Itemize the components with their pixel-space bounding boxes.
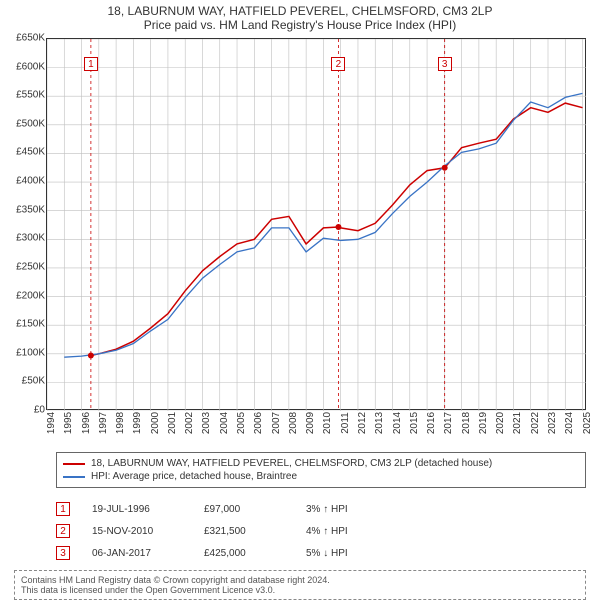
x-tick-label: 2014 xyxy=(392,412,403,434)
x-axis: 1994 1995 1996 1997 1998 1999 2000 2001 2002 2003… xyxy=(46,409,586,445)
x-tick-label: 2012 xyxy=(357,412,368,434)
x-tick-label: 2005 xyxy=(236,412,247,434)
x-tick-label: 2023 xyxy=(547,412,558,434)
y-tick-label: £200K xyxy=(3,290,45,301)
y-axis: £0£50K£100K£150K£200K£250K£300K£350K£400… xyxy=(3,38,47,412)
event-delta: 4% ↑ HPI xyxy=(306,526,396,537)
legend-item: 18, LABURNUM WAY, HATFIELD PEVEREL, CHEL… xyxy=(63,457,579,470)
event-delta: 3% ↑ HPI xyxy=(306,504,396,515)
event-price: £97,000 xyxy=(204,504,284,515)
event-date: 15-NOV-2010 xyxy=(92,526,182,537)
y-tick-label: £100K xyxy=(3,347,45,358)
y-tick-label: £50K xyxy=(3,376,45,387)
x-tick-label: 2019 xyxy=(478,412,489,434)
legend: 18, LABURNUM WAY, HATFIELD PEVEREL, CHEL… xyxy=(56,452,586,488)
y-tick-label: £400K xyxy=(3,176,45,187)
event-number-box: 3 xyxy=(56,546,70,560)
x-tick-label: 2015 xyxy=(409,412,420,434)
x-tick-label: 2002 xyxy=(184,412,195,434)
attribution-line2: This data is licensed under the Open Gov… xyxy=(21,585,579,595)
y-tick-label: £450K xyxy=(3,147,45,158)
x-tick-label: 2024 xyxy=(564,412,575,434)
x-tick-label: 2020 xyxy=(495,412,506,434)
chart-title-address: 18, LABURNUM WAY, HATFIELD PEVEREL, CHEL… xyxy=(0,4,600,18)
attribution: Contains HM Land Registry data © Crown c… xyxy=(14,570,586,600)
y-tick-label: £300K xyxy=(3,233,45,244)
x-tick-label: 2017 xyxy=(443,412,454,434)
x-tick-label: 2010 xyxy=(322,412,333,434)
x-tick-label: 1997 xyxy=(98,412,109,434)
x-tick-label: 2018 xyxy=(461,412,472,434)
event-number-box: 1 xyxy=(56,502,70,516)
attribution-line1: Contains HM Land Registry data © Crown c… xyxy=(21,575,579,585)
legend-label: 18, LABURNUM WAY, HATFIELD PEVEREL, CHEL… xyxy=(91,458,492,469)
y-tick-label: £250K xyxy=(3,261,45,272)
chart-title-block: 18, LABURNUM WAY, HATFIELD PEVEREL, CHEL… xyxy=(0,0,600,34)
event-date: 19-JUL-1996 xyxy=(92,504,182,515)
event-row: 3 06-JAN-2017 £425,000 5% ↓ HPI xyxy=(56,542,586,564)
legend-swatch xyxy=(63,463,85,465)
x-tick-label: 2009 xyxy=(305,412,316,434)
event-marker: 1 xyxy=(84,57,98,71)
legend-swatch xyxy=(63,476,85,478)
x-tick-label: 1995 xyxy=(63,412,74,434)
y-tick-label: £600K xyxy=(3,61,45,72)
event-row: 2 15-NOV-2010 £321,500 4% ↑ HPI xyxy=(56,520,586,542)
chart-plot-area: £0£50K£100K£150K£200K£250K£300K£350K£400… xyxy=(46,38,586,410)
sale-events-table: 1 19-JUL-1996 £97,000 3% ↑ HPI 2 15-NOV-2010 £… xyxy=(56,498,586,564)
x-tick-label: 2007 xyxy=(271,412,282,434)
event-delta: 5% ↓ HPI xyxy=(306,548,396,559)
x-tick-label: 1994 xyxy=(46,412,57,434)
x-tick-label: 1998 xyxy=(115,412,126,434)
x-tick-label: 2025 xyxy=(582,412,593,434)
y-tick-label: £650K xyxy=(3,33,45,44)
y-tick-label: £550K xyxy=(3,90,45,101)
x-tick-label: 2001 xyxy=(167,412,178,434)
x-tick-label: 2016 xyxy=(426,412,437,434)
legend-label: HPI: Average price, detached house, Brai… xyxy=(91,471,297,482)
x-tick-label: 1996 xyxy=(81,412,92,434)
y-tick-label: £350K xyxy=(3,204,45,215)
event-marker: 2 xyxy=(331,57,345,71)
x-tick-label: 2022 xyxy=(530,412,541,434)
legend-item: HPI: Average price, detached house, Brai… xyxy=(63,470,579,483)
x-tick-label: 2021 xyxy=(512,412,523,434)
event-price: £425,000 xyxy=(204,548,284,559)
x-tick-label: 2006 xyxy=(253,412,264,434)
event-date: 06-JAN-2017 xyxy=(92,548,182,559)
x-tick-label: 2000 xyxy=(150,412,161,434)
x-tick-label: 2011 xyxy=(340,412,351,434)
y-tick-label: £150K xyxy=(3,319,45,330)
chart-svg xyxy=(47,39,586,411)
y-tick-label: £0 xyxy=(3,405,45,416)
event-row: 1 19-JUL-1996 £97,000 3% ↑ HPI xyxy=(56,498,586,520)
x-tick-label: 2003 xyxy=(201,412,212,434)
x-tick-label: 2004 xyxy=(219,412,230,434)
event-marker: 3 xyxy=(438,57,452,71)
event-price: £321,500 xyxy=(204,526,284,537)
x-tick-label: 2013 xyxy=(374,412,385,434)
chart-title-sub: Price paid vs. HM Land Registry's House … xyxy=(0,18,600,32)
x-tick-label: 2008 xyxy=(288,412,299,434)
event-number-box: 2 xyxy=(56,524,70,538)
x-tick-label: 1999 xyxy=(132,412,143,434)
y-tick-label: £500K xyxy=(3,118,45,129)
